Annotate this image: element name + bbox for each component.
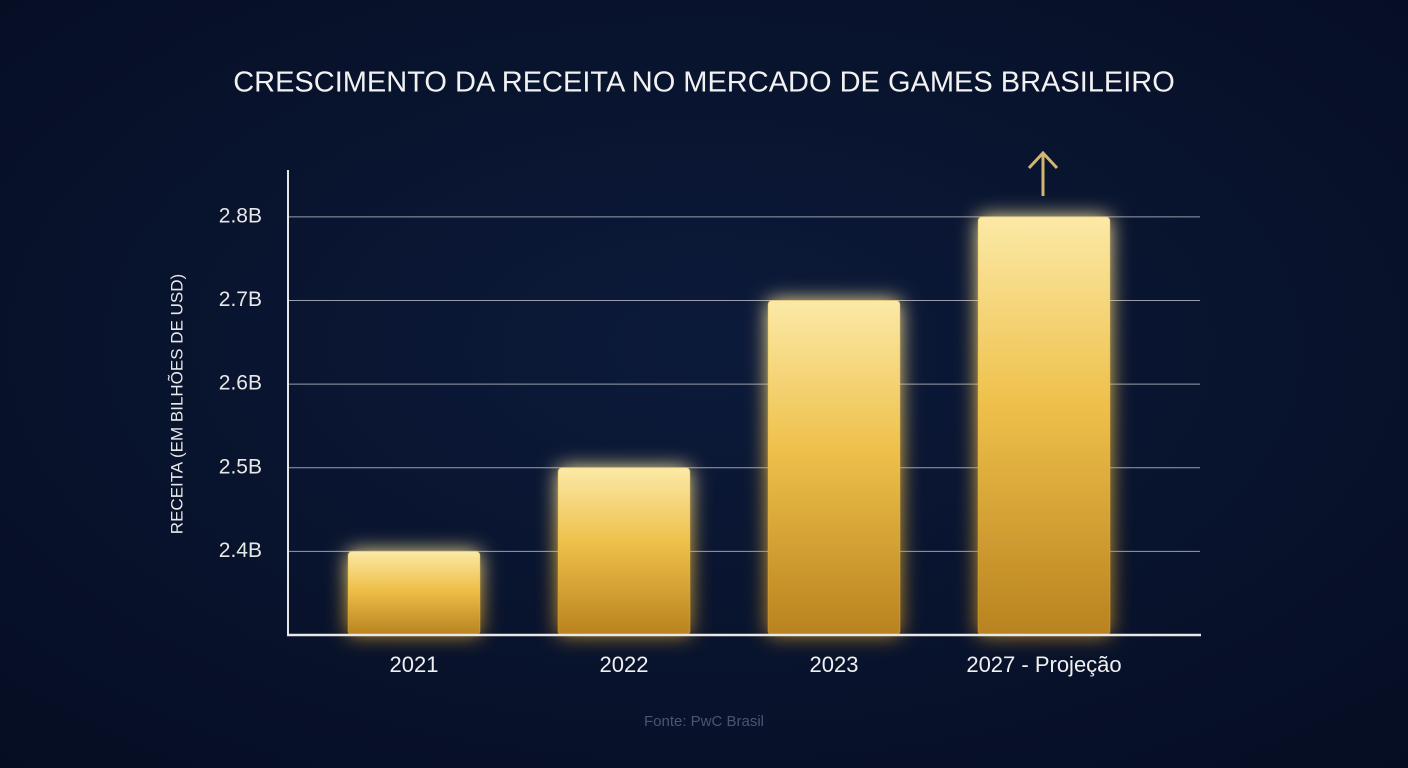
y-tick-label: 2.8B [219, 204, 262, 227]
x-tick-label: 2022 [600, 652, 649, 677]
chart-title: CRESCIMENTO DA RECEITA NO MERCADO DE GAM… [233, 67, 1175, 99]
y-tick-label: 2.6B [219, 372, 262, 395]
y-tick-label: 2.7B [219, 288, 262, 311]
x-tick-label: 2021 [390, 652, 439, 677]
bar [347, 550, 481, 636]
bar [977, 216, 1111, 636]
y-tick-label: 2.4B [219, 539, 262, 562]
y-tick-label: 2.5B [219, 455, 262, 478]
source: Fonte: PwC Brasil [644, 713, 764, 730]
bars [347, 216, 1111, 636]
y-axis-label: RECEITA (EM BILHÕES DE USD) [167, 274, 186, 534]
bar [767, 299, 901, 636]
x-tick-label: 2023 [810, 652, 859, 677]
bar [557, 467, 691, 636]
x-tick-label: 2027 - Projeção [966, 652, 1121, 677]
growth-arrow [1027, 150, 1059, 196]
